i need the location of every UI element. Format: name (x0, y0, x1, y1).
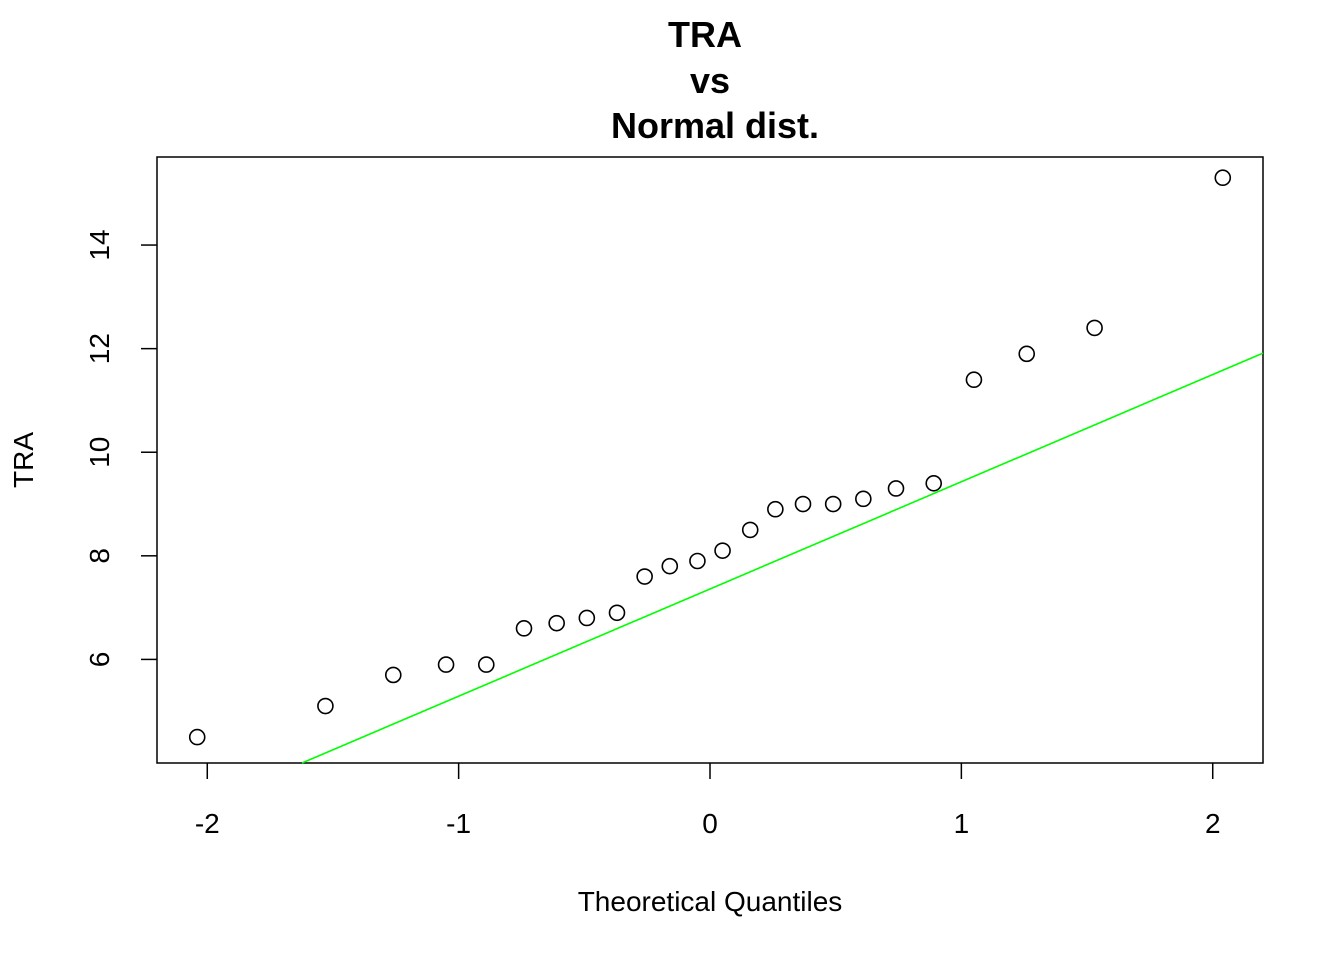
data-point (855, 490, 872, 508)
x-tick-label: 2 (1205, 808, 1221, 839)
y-tick-label: 12 (84, 333, 115, 364)
data-point (477, 656, 495, 673)
data-point (384, 666, 402, 684)
chart-title-line-3: Normal dist. (611, 105, 819, 146)
data-point (636, 568, 653, 585)
data-point (1018, 345, 1036, 363)
reference-line-group (301, 352, 1264, 764)
chart-title: TRA vs Normal dist. (611, 14, 819, 146)
y-tick-label: 6 (84, 652, 115, 668)
chart-title-line-2: vs (690, 60, 730, 101)
y-tick-label: 10 (84, 437, 115, 468)
data-point (824, 495, 842, 513)
x-tick-label: -2 (195, 808, 220, 839)
y-axis: 6 8 10 12 14 (84, 229, 157, 667)
data-point (887, 480, 905, 497)
data-point (317, 697, 334, 715)
plot-frame (156, 156, 1264, 764)
y-axis-label: TRA (8, 432, 39, 488)
x-axis: -2 -1 0 1 2 (195, 763, 1221, 839)
data-point (794, 495, 812, 513)
data-point (741, 521, 759, 539)
data-point (515, 620, 533, 637)
y-tick-label: 8 (84, 548, 115, 564)
data-point (925, 475, 943, 492)
reference-line (301, 352, 1264, 764)
points-group (188, 169, 1232, 746)
y-tick-label: 14 (84, 229, 115, 260)
data-point (689, 552, 706, 570)
data-point (965, 371, 983, 389)
x-axis-label: Theoretical Quantiles (578, 886, 843, 917)
data-point (188, 728, 206, 746)
data-point (437, 656, 455, 673)
data-point (714, 542, 731, 559)
data-point (548, 614, 565, 632)
data-point (578, 609, 596, 627)
data-point (1214, 169, 1232, 187)
chart-title-line-1: TRA (668, 14, 742, 55)
data-point (767, 500, 784, 518)
data-point (661, 557, 679, 575)
x-tick-label: 0 (702, 808, 718, 839)
x-tick-label: 1 (954, 808, 970, 839)
x-tick-label: -1 (446, 808, 471, 839)
data-point (1086, 319, 1103, 337)
data-point (608, 604, 626, 622)
